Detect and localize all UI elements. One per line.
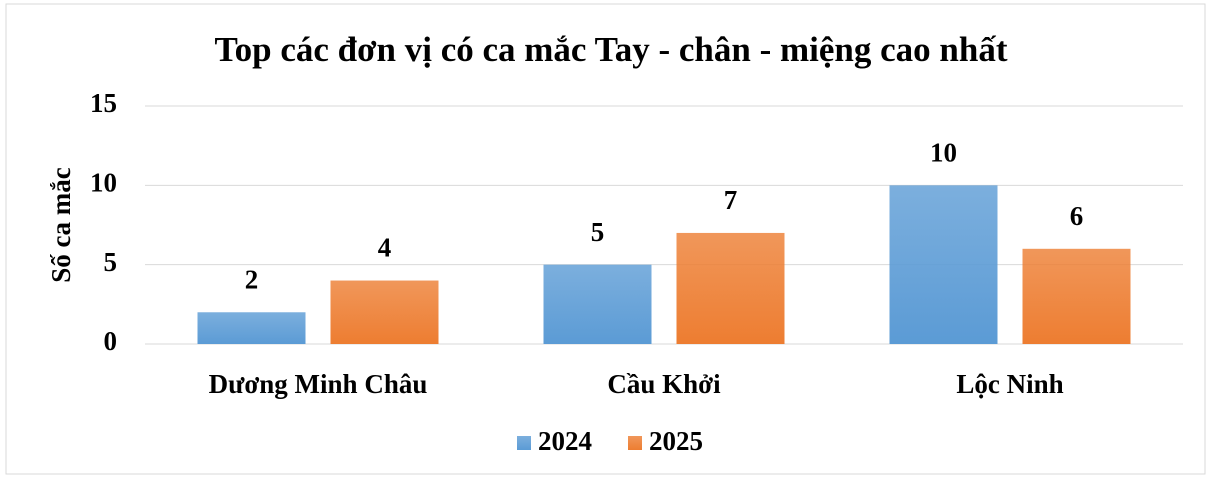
bar (676, 232, 785, 344)
y-tick-label: 15 (90, 88, 117, 118)
x-tick-label: Dương Minh Châu (209, 369, 428, 399)
bar (889, 185, 998, 344)
data-label: 5 (591, 217, 605, 247)
y-tick-label: 5 (104, 247, 118, 277)
legend-swatch (517, 436, 531, 450)
legend-label: 2024 (538, 426, 592, 456)
y-tick-label: 10 (90, 168, 117, 198)
x-tick-label: Cầu Khởi (607, 369, 721, 399)
data-label: 2 (245, 264, 259, 294)
data-label: 10 (930, 138, 957, 168)
chart-title: Top các đơn vị có ca mắc Tay - chân - mi… (215, 30, 1008, 69)
bar (1022, 248, 1131, 344)
legend-swatch (628, 436, 642, 450)
bar (543, 264, 652, 344)
y-axis-label: Số ca mắc (46, 167, 76, 282)
data-label: 4 (378, 233, 392, 263)
data-label: 7 (724, 185, 738, 215)
legend-label: 2025 (649, 426, 703, 456)
bar (197, 312, 306, 344)
bar (330, 280, 439, 344)
x-tick-label: Lộc Ninh (956, 369, 1063, 399)
data-label: 6 (1070, 201, 1084, 231)
chart-border (5, 3, 1206, 475)
y-tick-label: 0 (104, 326, 118, 356)
